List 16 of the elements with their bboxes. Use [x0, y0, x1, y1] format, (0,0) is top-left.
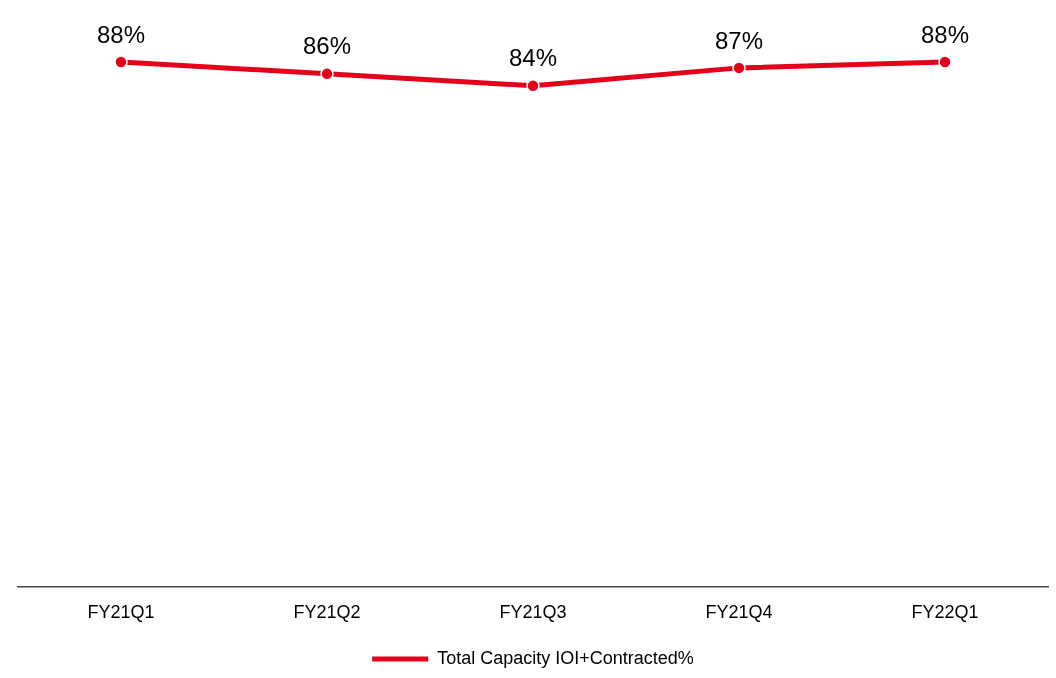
- point: [320, 67, 334, 81]
- x-tick-label: FY21Q4: [705, 602, 773, 623]
- x-tick-label: FY22Q1: [911, 602, 979, 623]
- point: [732, 61, 746, 75]
- data-label: 88%: [920, 20, 970, 48]
- data-label: 87%: [714, 26, 764, 54]
- x-tick-label: FY21Q1: [87, 602, 155, 623]
- data-label: 84%: [508, 44, 558, 72]
- legend-label: Total Capacity IOI+Contracted%: [437, 647, 694, 668]
- point: [526, 79, 540, 93]
- point: [938, 55, 952, 69]
- x-tick-label: FY21Q2: [293, 602, 361, 623]
- data-label: 88%: [96, 20, 146, 48]
- x-tick-label: FY21Q3: [499, 602, 567, 623]
- data-label: 86%: [302, 32, 352, 60]
- point: [114, 55, 128, 69]
